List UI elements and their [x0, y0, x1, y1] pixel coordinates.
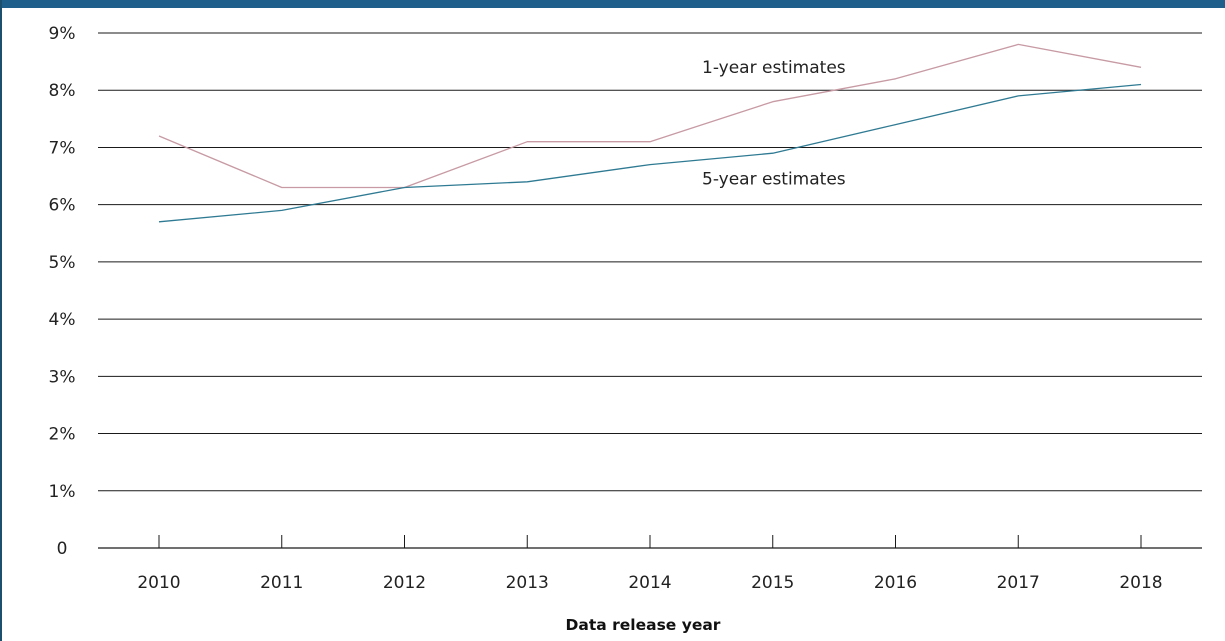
x-tick-label: 2016 — [874, 573, 917, 593]
series-annotation-label: 5-year estimates — [702, 170, 846, 190]
y-tick-label: 0 — [57, 539, 68, 559]
y-tick-label: 9% — [49, 24, 76, 44]
y-tick-label: 1% — [49, 482, 76, 502]
series-line-five-year — [158, 83, 1142, 223]
y-tick-label: 8% — [49, 81, 76, 101]
top-accent-bar — [2, 0, 1225, 8]
x-tick-label: 2014 — [628, 573, 671, 593]
y-tick-label: 3% — [49, 367, 76, 387]
grid-lines — [98, 32, 1202, 549]
y-tick-label: 2% — [49, 425, 76, 445]
x-tick-label: 2017 — [997, 573, 1040, 593]
x-tick-label: 2015 — [751, 573, 794, 593]
x-axis-title: Data release year — [566, 616, 721, 634]
y-axis-tick-labels: 0 1% 2% 3% 4% 5% 6% 7% 8% 9% — [49, 24, 76, 559]
series-annotations: 1-year estimates 5-year estimates — [702, 58, 846, 190]
y-tick-label: 5% — [49, 253, 76, 273]
y-tick-label: 4% — [49, 310, 76, 330]
x-tick-label: 2011 — [260, 573, 303, 593]
x-tick-label: 2018 — [1119, 573, 1162, 593]
x-axis: 2010 2011 2012 2013 2014 2015 2016 2017 2018 — [137, 535, 1163, 593]
x-tick-label: 2012 — [383, 573, 426, 593]
series-lines — [158, 43, 1142, 223]
y-tick-label: 7% — [49, 138, 76, 158]
series-line-one-year — [158, 43, 1142, 189]
x-tick-label: 2010 — [137, 573, 180, 593]
y-tick-label: 6% — [49, 196, 76, 216]
x-tick-label: 2013 — [506, 573, 549, 593]
series-annotation-label: 1-year estimates — [702, 58, 846, 78]
